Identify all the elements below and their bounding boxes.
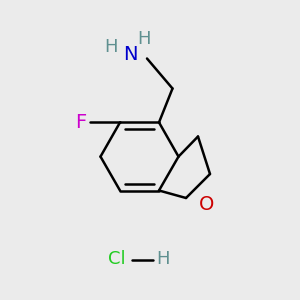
Text: Cl: Cl — [108, 250, 126, 268]
Text: O: O — [199, 195, 215, 214]
Text: H: H — [104, 38, 118, 56]
Text: N: N — [123, 44, 138, 64]
Text: H: H — [157, 250, 170, 268]
Text: F: F — [75, 113, 87, 132]
Text: H: H — [137, 30, 151, 48]
